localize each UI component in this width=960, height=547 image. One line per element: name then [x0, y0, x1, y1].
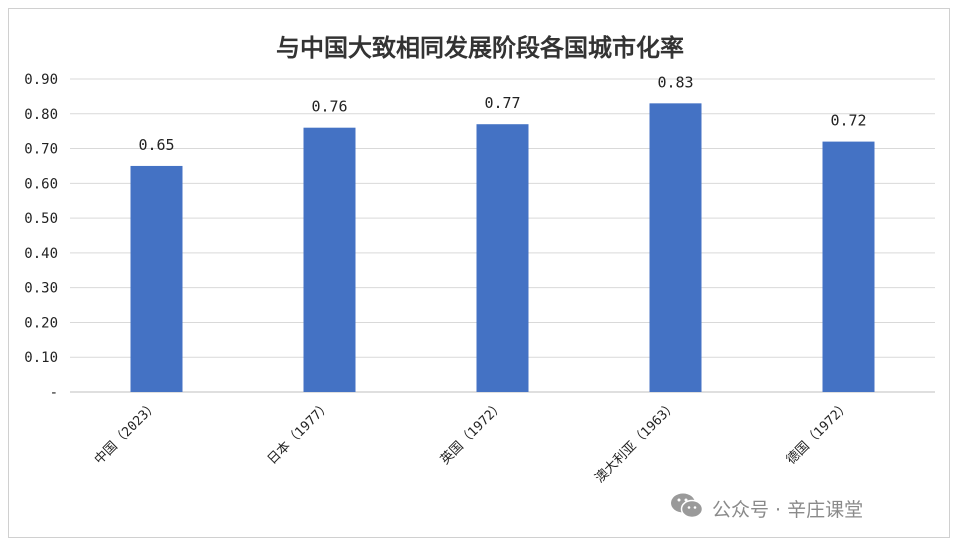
data-label: 0.83: [657, 73, 693, 91]
bar: [303, 127, 356, 392]
y-tick-label: 0.80: [24, 107, 58, 123]
data-label: 0.65: [138, 136, 174, 154]
y-tick-label: 0.90: [24, 72, 58, 88]
watermark-text: 公众号 · 辛庄课堂: [712, 498, 864, 521]
y-tick-label: 0.40: [24, 246, 58, 262]
bar: [649, 103, 702, 392]
bar: [130, 165, 183, 392]
data-label: 0.72: [830, 112, 866, 130]
chart-title: 与中国大致相同发展阶段各国城市化率: [276, 33, 684, 62]
bar: [822, 141, 875, 392]
watermark: 公众号 · 辛庄课堂: [670, 493, 863, 523]
y-tick-label: 0.50: [24, 211, 58, 227]
y-tick-label: 0.20: [24, 315, 58, 331]
x-tick-label: 澳大利亚（1963）: [592, 398, 681, 487]
y-tick-label: 0.60: [24, 176, 58, 192]
y-tick-label: -: [50, 385, 58, 401]
x-tick-label: 中国（2023）: [92, 398, 162, 468]
x-tick-label: 日本（1977）: [265, 398, 335, 468]
data-label: 0.77: [484, 94, 520, 112]
y-tick-label: 0.70: [24, 142, 58, 158]
bar: [476, 124, 529, 392]
y-tick-label: 0.30: [24, 281, 58, 297]
y-tick-label: 0.10: [24, 350, 58, 366]
x-tick-label: 德国（1972）: [784, 398, 854, 468]
x-tick-label: 英国（1972）: [438, 398, 508, 468]
wechat-icon: [670, 492, 704, 525]
data-label: 0.76: [311, 98, 347, 116]
